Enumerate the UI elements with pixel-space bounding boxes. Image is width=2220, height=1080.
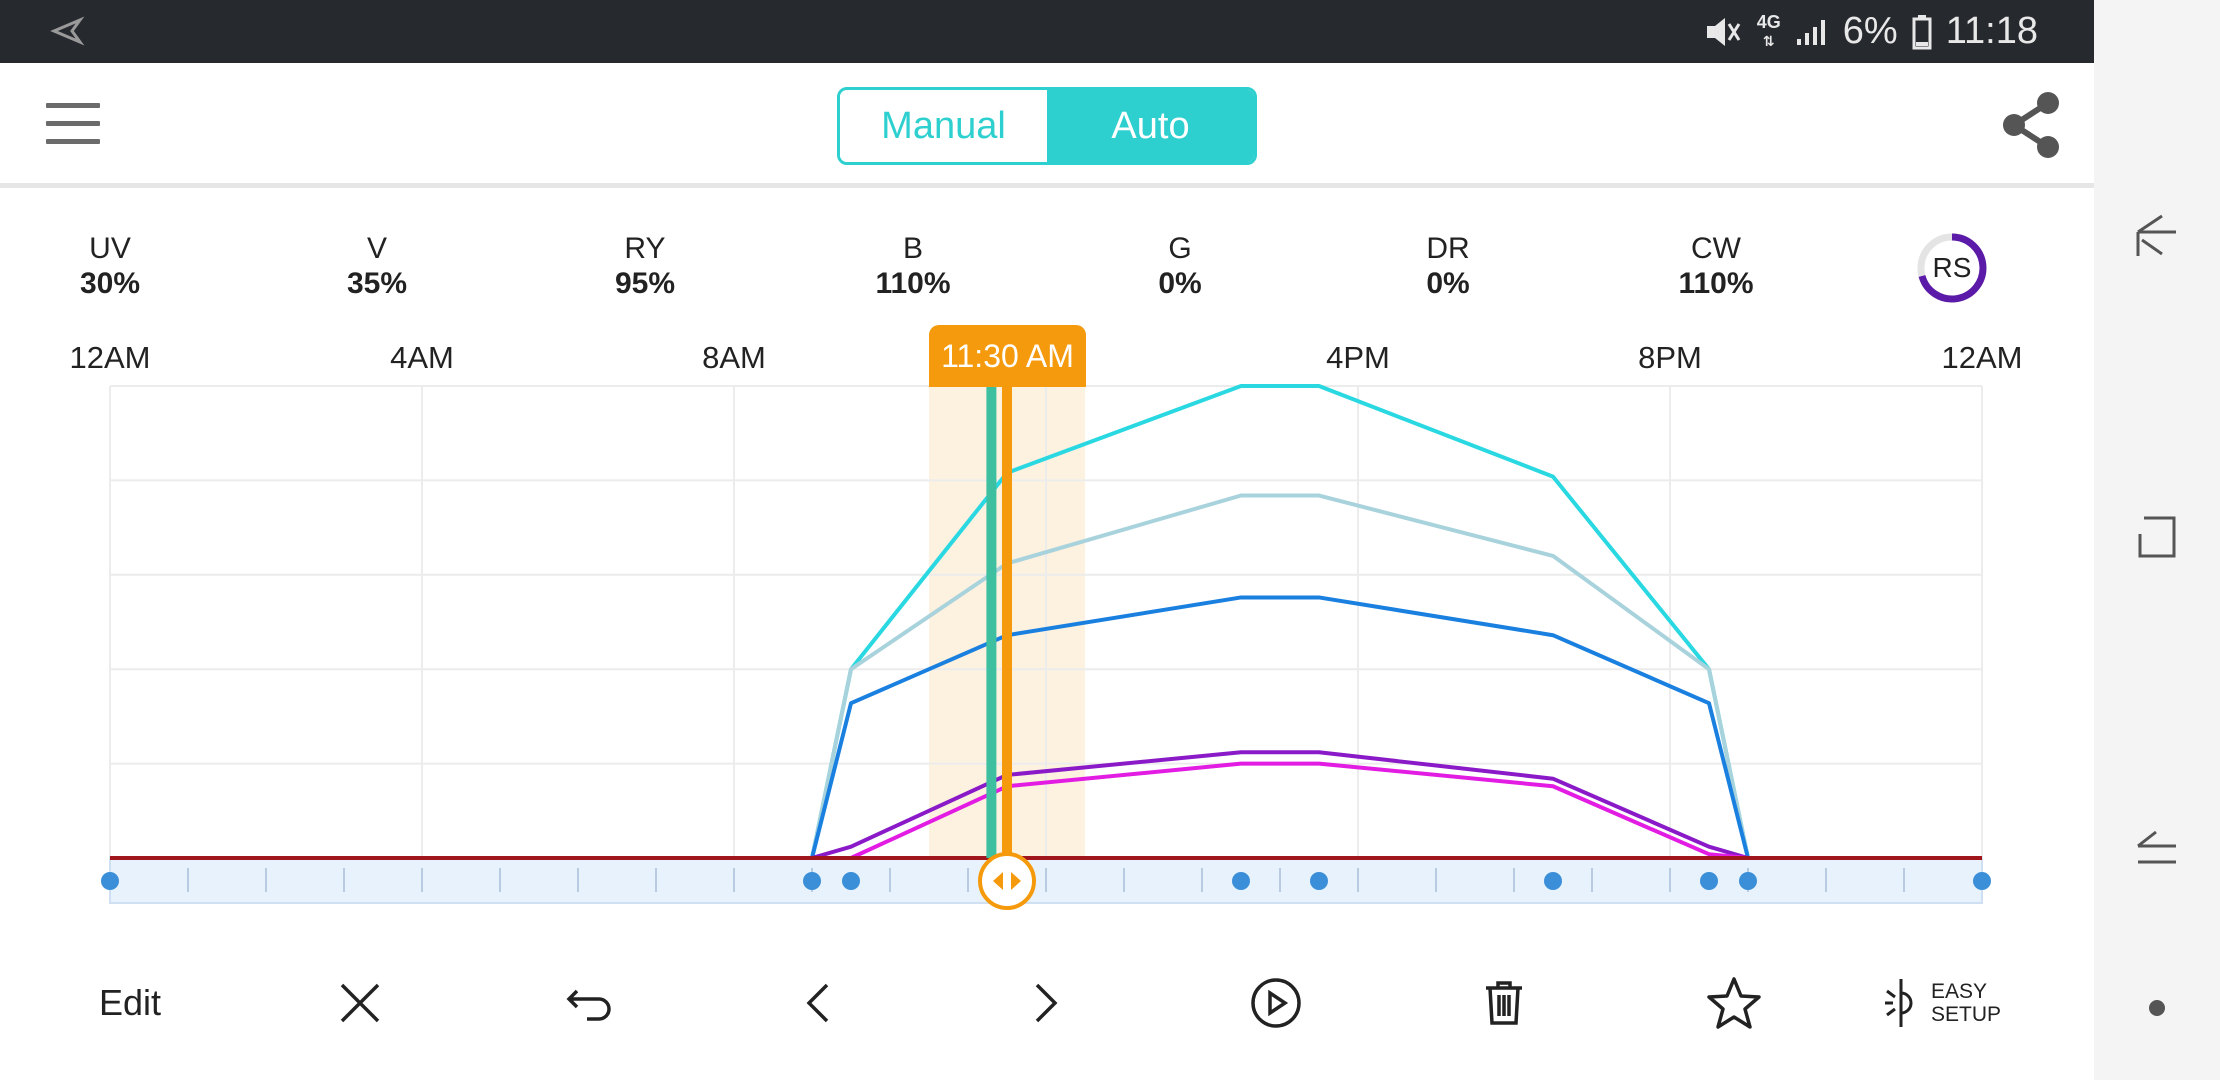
hour-label: 4PM <box>1326 340 1390 375</box>
chevron-right-icon <box>1035 983 1058 1022</box>
star-icon <box>1707 976 1761 1029</box>
keyframe-dot <box>1700 872 1718 890</box>
close-button[interactable] <box>320 955 400 1050</box>
trash-icon <box>1486 980 1522 1025</box>
track-ticks <box>187 868 1905 892</box>
channel-curve-3 <box>110 750 1982 860</box>
manual-mode-button[interactable]: Manual <box>840 90 1047 162</box>
channel-value: 0% <box>1158 267 1202 300</box>
channel-name: V <box>366 232 387 265</box>
time-scrub-handle[interactable] <box>978 852 1036 910</box>
handle-circle <box>978 852 1036 910</box>
handle-right-arrow <box>1011 872 1021 890</box>
signal-icon <box>1796 19 1825 45</box>
channel-cw[interactable]: CW 110% <box>1636 232 1796 302</box>
channel-value: 0% <box>1426 267 1470 300</box>
current-time-badge[interactable]: 11:30 AM <box>929 325 1086 387</box>
channel-intensities: UV 30% V 35% RY 95% B 110% G 0% DR 0% CW… <box>0 232 2094 312</box>
bottom-toolbar: Edit <box>0 955 2094 1050</box>
rs-label: RS <box>1932 252 1972 283</box>
hour-axis: 12AM 4AM 8AM 4PM 8PM 12AM <box>0 340 2094 386</box>
app-bar: Manual Auto <box>0 63 2094 188</box>
channel-g[interactable]: G 0% <box>1100 232 1260 302</box>
status-bar: 4G ⇅ 6% 11:18 <box>0 0 2094 63</box>
channel-name: UV <box>89 232 131 265</box>
recents-icon <box>2138 516 2176 558</box>
hamburger-menu-icon[interactable] <box>46 103 100 145</box>
handle-left-arrow <box>993 872 1003 890</box>
play-circle-icon <box>1251 977 1301 1028</box>
home-button[interactable] <box>2094 512 2220 562</box>
keyframe-dot <box>1232 872 1250 890</box>
dot-icon <box>2149 1000 2165 1016</box>
easy-setup-button[interactable]: EASY SETUP <box>1862 955 2022 1050</box>
channel-name: CW <box>1691 232 1741 265</box>
hour-label: 8PM <box>1638 340 1702 375</box>
current-time-marker <box>1002 386 1012 858</box>
keyframe-dot <box>803 872 821 890</box>
channel-curve-2 <box>110 595 1982 860</box>
delete-button[interactable] <box>1464 955 1544 1050</box>
chevron-left-icon <box>806 983 829 1022</box>
edit-label: Edit <box>98 981 162 1023</box>
mode-toggle: Manual Auto <box>837 87 1257 165</box>
channel-curves <box>110 384 1982 860</box>
hour-label: 12AM <box>1941 340 2023 375</box>
channel-ry[interactable]: RY 95% <box>565 232 725 302</box>
light-schedule-chart[interactable] <box>0 0 2094 930</box>
recents-button[interactable] <box>2094 818 2220 868</box>
assistant-dot[interactable] <box>2094 998 2220 1018</box>
battery-icon <box>1912 14 1932 49</box>
close-icon <box>340 983 380 1022</box>
hour-label: 8AM <box>702 340 766 375</box>
network-type: 4G ⇅ <box>1756 12 1781 49</box>
keyframe-dots <box>101 872 1991 890</box>
back-button[interactable] <box>2094 210 2220 260</box>
channel-name: RY <box>624 232 666 265</box>
keyframe-dot <box>1544 872 1562 890</box>
navigation-arrow-icon <box>50 16 85 46</box>
auto-mode-button[interactable]: Auto <box>1047 90 1254 162</box>
share-icon[interactable] <box>1996 89 2066 161</box>
edit-button[interactable]: Edit <box>80 955 180 1050</box>
favorite-button[interactable] <box>1694 955 1774 1050</box>
easy-setup-label: EASY SETUP <box>1930 979 2001 1026</box>
undo-icon <box>566 989 611 1021</box>
keyframe-dot <box>1973 872 1991 890</box>
mute-icon <box>1706 17 1741 46</box>
rs-ring-icon <box>1917 233 1987 303</box>
hour-label: 4AM <box>390 340 454 375</box>
channel-b[interactable]: B 110% <box>833 232 993 302</box>
rs-badge[interactable]: RS <box>1916 232 1988 304</box>
teal-time-marker <box>986 386 997 858</box>
hour-label: 12AM <box>69 340 151 375</box>
channel-name: G <box>1168 232 1192 265</box>
battery-percent: 6% <box>1842 10 1898 52</box>
keyframe-dot <box>1310 872 1328 890</box>
home-icon <box>2137 830 2176 864</box>
previous-button[interactable] <box>778 955 858 1050</box>
channel-value: 95% <box>614 267 676 300</box>
channel-name: B <box>902 232 923 265</box>
clock: 11:18 <box>1945 10 2038 52</box>
channel-curve-1 <box>110 493 1982 860</box>
back-icon <box>2136 214 2176 256</box>
channel-value: 110% <box>1678 267 1754 300</box>
easy-setup-icon <box>1884 978 1913 1027</box>
keyframe-dot <box>1739 872 1757 890</box>
next-button[interactable] <box>1006 955 1086 1050</box>
play-button[interactable] <box>1236 955 1316 1050</box>
channel-value: 110% <box>875 267 951 300</box>
channel-uv[interactable]: UV 30% <box>30 232 190 302</box>
channel-v[interactable]: V 35% <box>297 232 457 302</box>
undo-button[interactable] <box>550 955 630 1050</box>
system-navigation-bar <box>2094 0 2220 1080</box>
channel-dr[interactable]: DR 0% <box>1368 232 1528 302</box>
channel-value: 30% <box>79 267 141 300</box>
keyframe-dot <box>842 872 860 890</box>
channel-name: DR <box>1426 232 1470 265</box>
keyframe-dot <box>101 872 119 890</box>
channel-value: 35% <box>346 267 408 300</box>
